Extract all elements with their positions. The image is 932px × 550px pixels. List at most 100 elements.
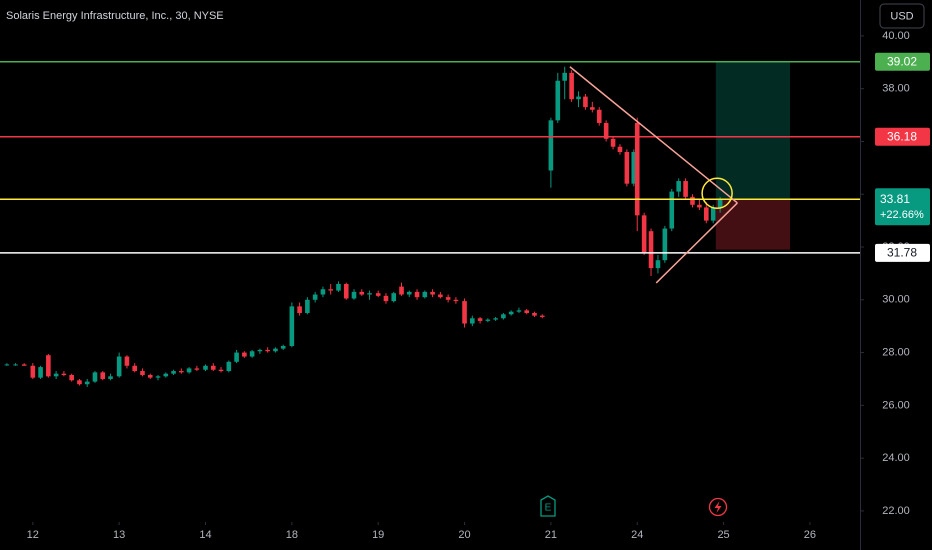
candle — [77, 378, 82, 386]
candle-body — [453, 299, 459, 302]
candle-body — [273, 348, 278, 352]
candle-body — [38, 367, 43, 378]
y-tick-label: 40.00 — [882, 30, 910, 42]
x-tick-label: 24 — [631, 529, 643, 541]
candle — [634, 117, 640, 232]
candle-body — [280, 345, 286, 349]
currency-label[interactable]: USD — [890, 10, 913, 22]
candle-body — [634, 122, 640, 216]
candle — [140, 368, 145, 377]
candle-body — [30, 365, 36, 378]
x-tick-label: 25 — [717, 529, 729, 541]
candle — [690, 194, 695, 208]
highlight-circle — [701, 177, 733, 209]
level-label-box — [875, 127, 930, 146]
x-tick-label: 26 — [804, 529, 816, 541]
candle-body — [710, 207, 716, 221]
candle — [367, 290, 372, 300]
candle-body — [155, 376, 161, 378]
candle-body — [171, 371, 176, 374]
y-tick-label: 30.00 — [882, 294, 910, 306]
candle — [61, 371, 67, 377]
candle — [84, 378, 90, 387]
candle-body — [603, 122, 609, 139]
candle-body — [218, 369, 224, 372]
candle-body — [249, 351, 255, 357]
candle — [249, 349, 255, 358]
candle — [155, 375, 161, 381]
candle — [697, 199, 702, 211]
candle-body — [100, 372, 106, 379]
candle-body — [351, 291, 357, 299]
candle-body — [226, 361, 232, 372]
candle — [562, 66, 567, 100]
candle-body — [406, 291, 412, 295]
candle — [662, 225, 668, 263]
candle-body — [147, 375, 153, 378]
candle-body — [84, 381, 90, 385]
candle — [603, 120, 609, 142]
candle — [493, 316, 498, 321]
candle — [359, 289, 365, 296]
candle — [226, 360, 232, 373]
candle — [203, 364, 208, 372]
candle-body — [163, 373, 169, 377]
candle — [576, 91, 581, 108]
candle-body — [69, 375, 74, 381]
candle — [92, 371, 98, 383]
candle-body — [683, 181, 688, 197]
candle — [336, 281, 341, 292]
candle-body — [610, 138, 616, 147]
candle — [631, 149, 637, 187]
candle-body — [336, 283, 341, 291]
candle-body — [569, 72, 574, 100]
candle — [516, 307, 522, 313]
candle-body — [596, 109, 602, 123]
candle-body — [359, 291, 365, 295]
candle-body — [704, 207, 709, 221]
x-tick-label: 21 — [545, 529, 557, 541]
candle-body — [305, 299, 310, 313]
candle-body — [13, 364, 18, 366]
candle — [257, 348, 263, 354]
candle — [273, 347, 278, 353]
candle — [524, 309, 530, 315]
candle — [470, 315, 475, 327]
earnings-icon[interactable]: E — [540, 495, 556, 517]
candle — [194, 365, 200, 372]
level-label-box — [875, 243, 930, 262]
candle — [596, 107, 602, 126]
x-tick-label: 14 — [199, 529, 211, 541]
candle — [312, 291, 318, 303]
candle — [430, 289, 435, 298]
candle — [218, 367, 224, 373]
candle-body — [697, 204, 702, 208]
candle-body — [516, 310, 522, 312]
candle-body — [375, 293, 381, 296]
y-tick-label: 26.00 — [882, 399, 910, 411]
candle-body — [186, 368, 192, 373]
candle-body — [132, 365, 137, 372]
candle-body — [21, 364, 27, 366]
candle-body — [391, 293, 397, 302]
candle — [124, 355, 130, 369]
candle-body — [108, 376, 113, 379]
x-tick-label: 19 — [372, 529, 384, 541]
candle-body — [399, 286, 404, 295]
candle-body — [328, 289, 334, 291]
candle-body — [367, 293, 372, 295]
loss-zone — [715, 199, 791, 250]
candle — [163, 372, 169, 378]
candle-body — [562, 72, 567, 81]
candle-body — [312, 294, 318, 300]
candle-body — [583, 96, 588, 108]
dividend-icon[interactable] — [708, 497, 728, 517]
candle — [343, 282, 349, 300]
currency-button[interactable] — [879, 3, 925, 29]
last-price-box — [875, 188, 930, 226]
candle-body — [289, 306, 295, 346]
candle — [610, 136, 616, 150]
candle-body — [493, 318, 498, 320]
x-tick-label: 18 — [286, 529, 298, 541]
